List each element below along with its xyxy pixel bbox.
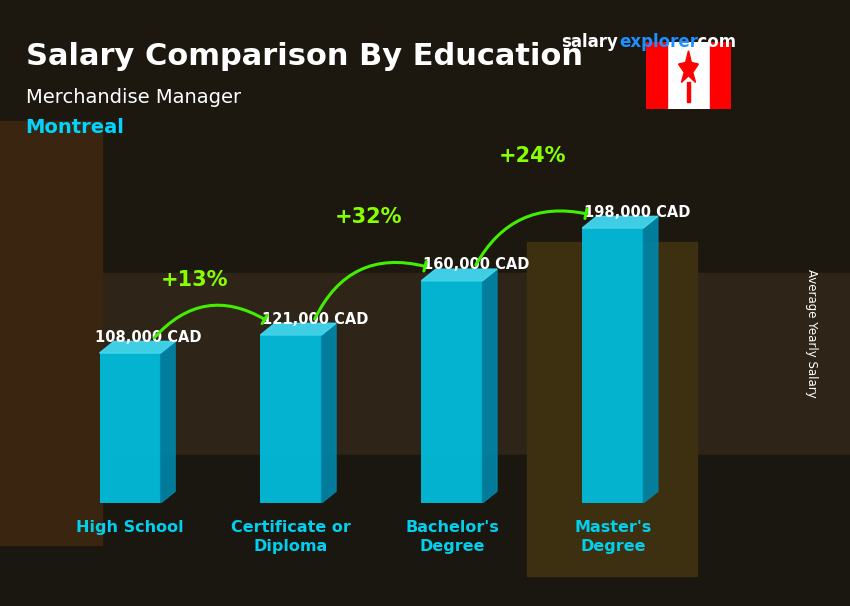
Text: +13%: +13% — [161, 270, 228, 290]
Text: +32%: +32% — [335, 207, 402, 227]
Text: salary: salary — [561, 33, 618, 52]
Text: 160,000 CAD: 160,000 CAD — [423, 258, 530, 273]
Bar — [710, 42, 731, 109]
Polygon shape — [99, 341, 175, 353]
Text: 198,000 CAD: 198,000 CAD — [584, 205, 690, 220]
Polygon shape — [678, 51, 699, 82]
Text: explorer: explorer — [619, 33, 698, 52]
Bar — [422, 281, 483, 503]
Bar — [260, 335, 321, 503]
Text: 121,000 CAD: 121,000 CAD — [262, 311, 368, 327]
Text: Salary Comparison By Education: Salary Comparison By Education — [26, 42, 582, 72]
Text: +24%: +24% — [499, 146, 566, 167]
Bar — [99, 353, 161, 503]
Text: Average Yearly Salary: Average Yearly Salary — [805, 269, 819, 398]
Text: .com: .com — [691, 33, 736, 52]
Bar — [687, 82, 690, 102]
Text: Montreal: Montreal — [26, 118, 124, 137]
Text: 108,000 CAD: 108,000 CAD — [94, 330, 201, 345]
Bar — [646, 42, 667, 109]
Text: Merchandise Manager: Merchandise Manager — [26, 88, 241, 107]
Polygon shape — [260, 323, 336, 335]
Polygon shape — [582, 216, 658, 228]
Polygon shape — [321, 323, 336, 503]
Bar — [582, 228, 643, 503]
Polygon shape — [643, 216, 658, 503]
Polygon shape — [422, 269, 497, 281]
Polygon shape — [161, 341, 175, 503]
Polygon shape — [483, 269, 497, 503]
